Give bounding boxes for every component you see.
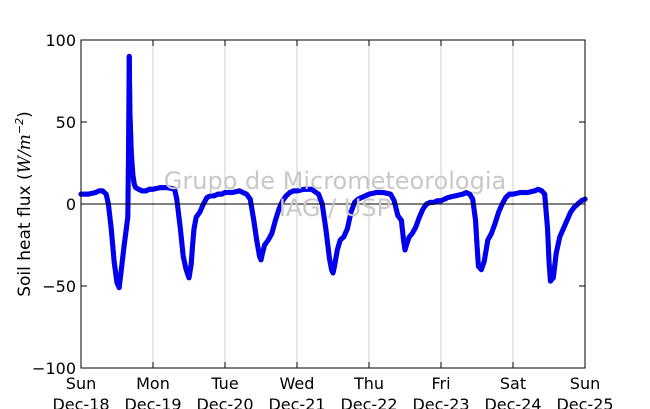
x-tick-label-day: Tue bbox=[210, 374, 238, 393]
x-tick-label-date: Dec-21 bbox=[268, 395, 325, 409]
y-tick-labels: 100 50 0 −50 −100 bbox=[32, 31, 76, 378]
y-tick-label: 0 bbox=[66, 195, 76, 214]
y-tick-label: −100 bbox=[32, 359, 76, 378]
data-points bbox=[78, 53, 588, 291]
y-tick-label: 100 bbox=[45, 31, 76, 50]
y-tick-label: −50 bbox=[42, 277, 76, 296]
x-tick-label-day: Fri bbox=[431, 374, 450, 393]
y-tick-label: 50 bbox=[56, 113, 76, 132]
x-tick-labels: Sun Dec-18 Mon Dec-19 Tue Dec-20 Wed Dec-21 Thu D… bbox=[52, 374, 613, 409]
watermark-line-2: IAG / USP bbox=[279, 194, 391, 222]
x-tick-label-date: Dec-22 bbox=[340, 395, 397, 409]
x-tick-label-day: Thu bbox=[353, 374, 384, 393]
x-tick-label-date: Dec-23 bbox=[412, 395, 469, 409]
x-tick-label-date: Dec-19 bbox=[124, 395, 181, 409]
y-axis-label-unit: W/m bbox=[15, 134, 35, 173]
x-tick-label-day: Sat bbox=[500, 374, 526, 393]
x-tick-label-day: Sun bbox=[570, 374, 600, 393]
x-tick-label-date: Dec-25 bbox=[556, 395, 613, 409]
x-tick-label-date: Dec-24 bbox=[484, 395, 541, 409]
y-axis-label-exponent: −2 bbox=[13, 118, 26, 134]
x-tick-label-date: Dec-18 bbox=[52, 395, 109, 409]
y-axis-label-text: Soil heat flux ( bbox=[15, 173, 35, 296]
y-axis-label-close: ) bbox=[15, 111, 35, 118]
x-tick-label-date: Dec-20 bbox=[196, 395, 253, 409]
x-tick-label-day: Sun bbox=[66, 374, 96, 393]
x-tick-label-day: Wed bbox=[280, 374, 315, 393]
y-axis-label: Soil heat flux (W/m−2) bbox=[13, 111, 35, 297]
x-tick-label-day: Mon bbox=[136, 374, 170, 393]
axis-ticks bbox=[80, 39, 586, 369]
watermark-line-1: Grupo de Micrometeorologia bbox=[164, 167, 506, 195]
